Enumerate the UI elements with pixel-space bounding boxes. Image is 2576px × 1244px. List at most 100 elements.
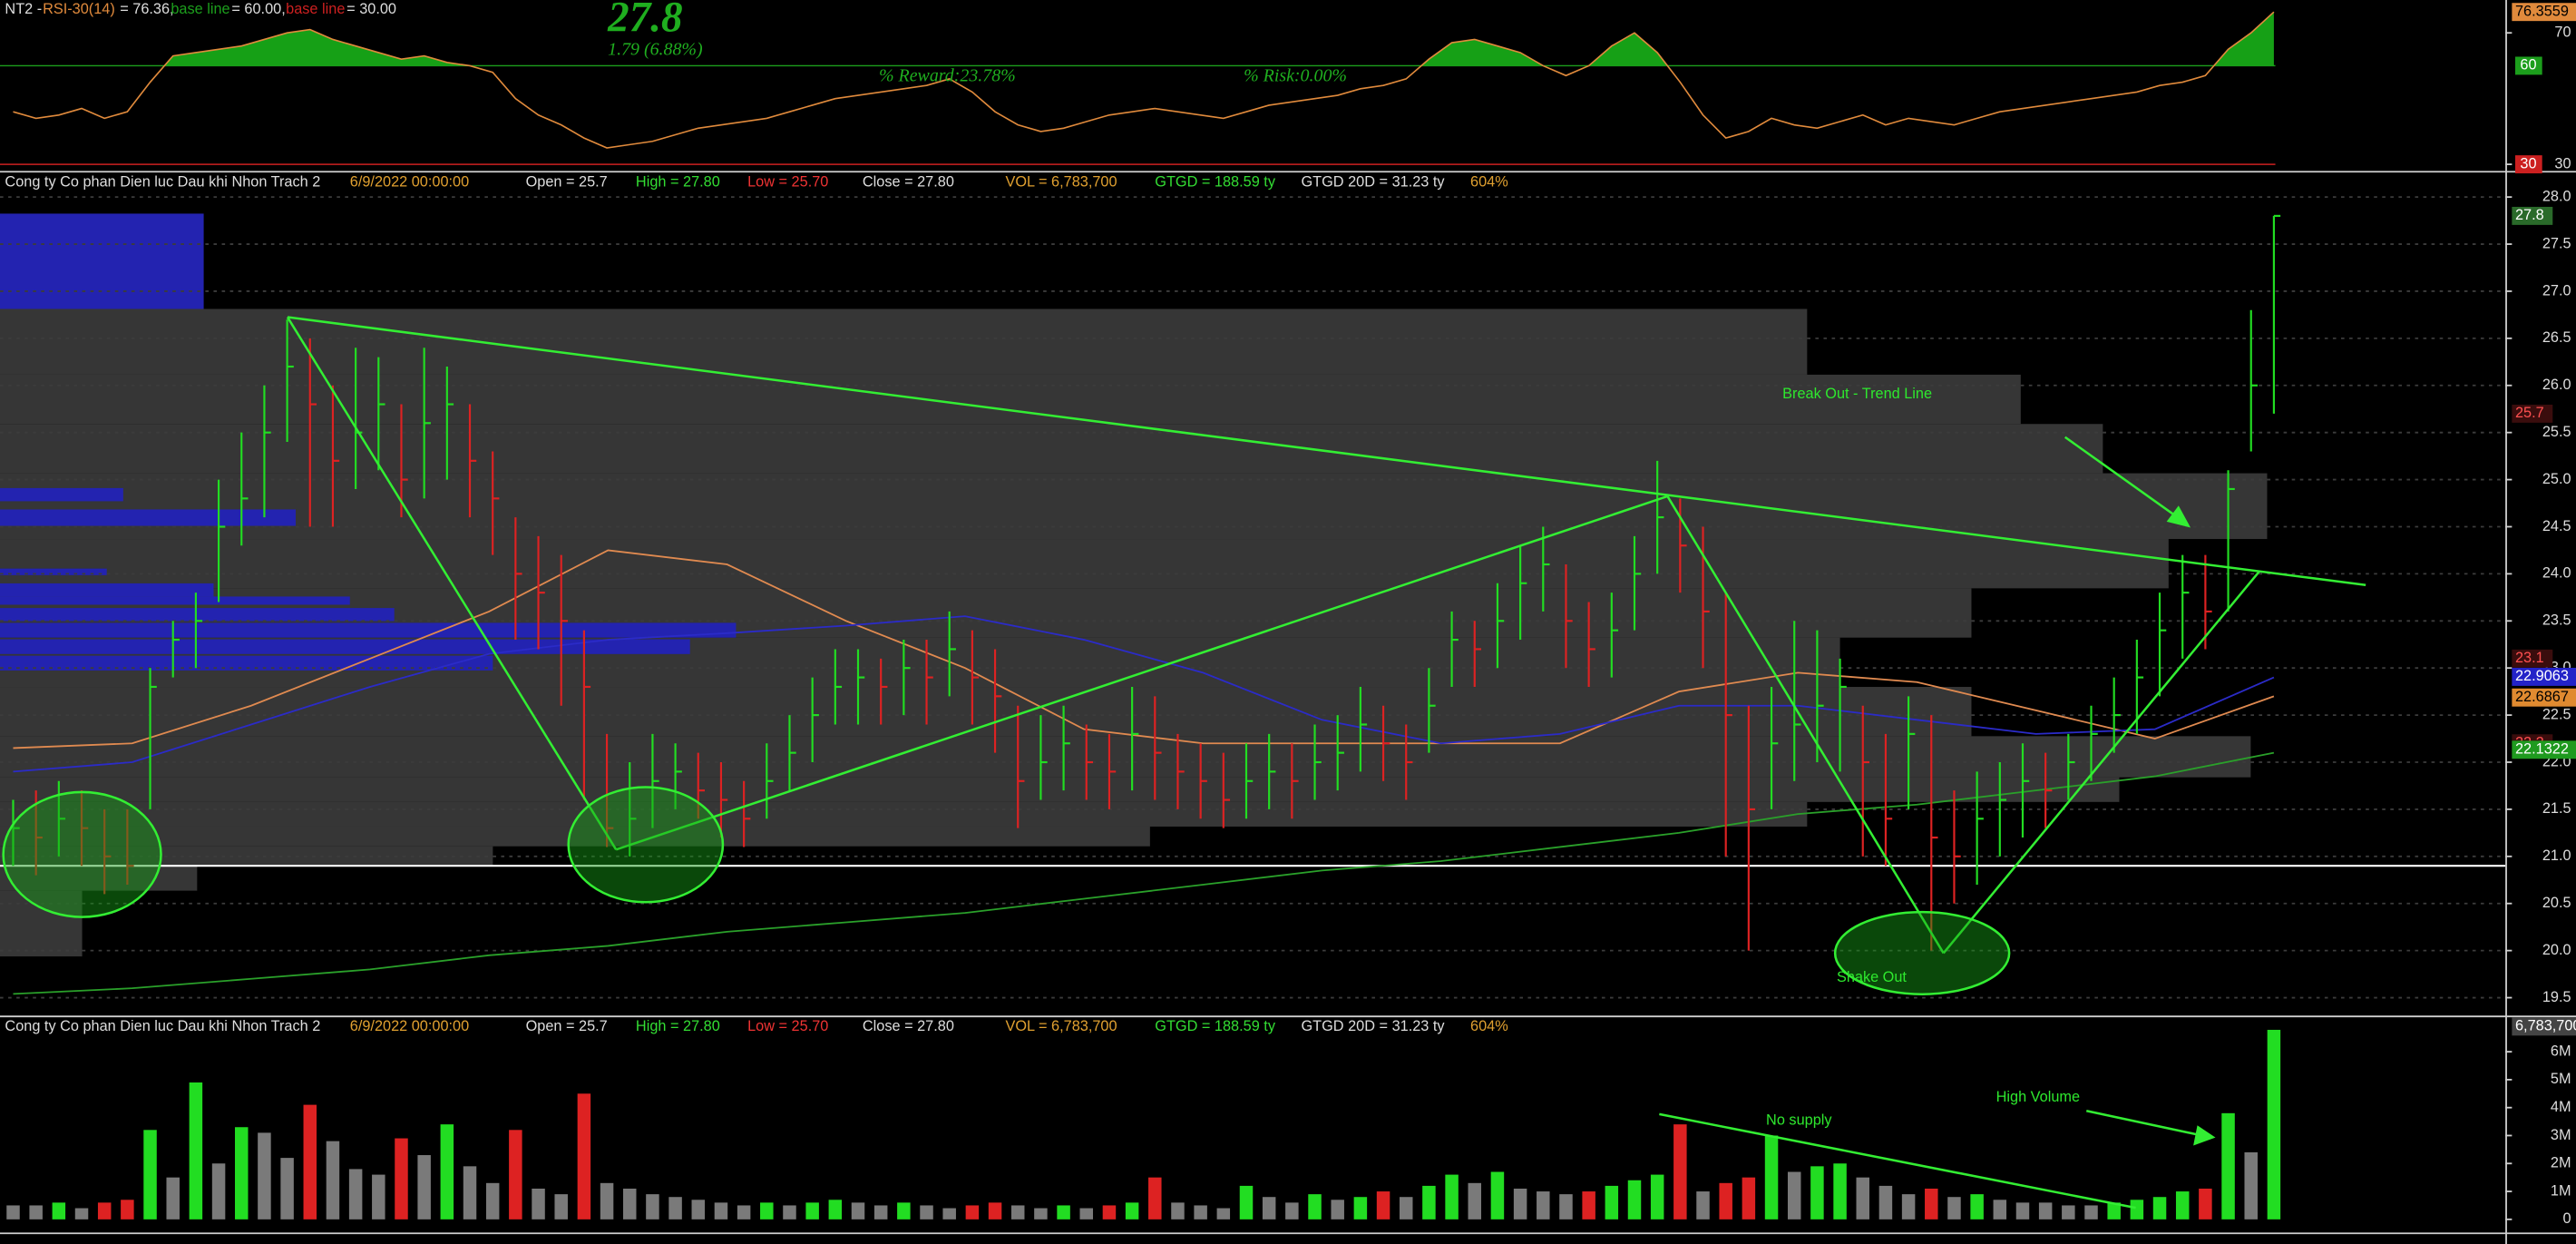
volume-bar <box>2038 1202 2053 1220</box>
y-tick-label: 26.0 <box>2542 377 2571 393</box>
base-line-badge <box>2514 155 2542 174</box>
annotation: 27.8 <box>607 0 682 41</box>
volume-bar <box>1125 1202 1139 1220</box>
info-item: 6/9/2022 00:00:00 <box>350 1018 469 1034</box>
volume-bar <box>600 1182 614 1220</box>
volume-bar <box>1627 1180 1642 1220</box>
info-item: Low = 25.70 <box>747 1018 828 1034</box>
volume-bar <box>1719 1182 1732 1220</box>
volume-bar <box>2130 1200 2144 1220</box>
annotation: 1.79 (6.88%) <box>608 40 703 60</box>
volume-bar <box>1696 1191 1710 1220</box>
info-item: High = 27.80 <box>636 173 720 190</box>
volume-bar <box>1353 1197 1368 1220</box>
info-item: Open = 25.7 <box>526 173 608 190</box>
volume-bar <box>395 1138 408 1220</box>
y-tick-label: 4M <box>2551 1099 2571 1115</box>
volume-bar <box>1582 1191 1595 1220</box>
volume-bar <box>1422 1185 1436 1220</box>
value-badge-label: 22.6867 <box>2515 689 2569 705</box>
y-tick-label: 19.5 <box>2542 989 2571 1005</box>
volume-bar <box>554 1194 568 1220</box>
volume-bar <box>714 1202 728 1220</box>
volume-bar <box>1057 1205 1070 1220</box>
volume-bar <box>258 1132 271 1220</box>
volume-bar <box>942 1208 956 1220</box>
volume-bar <box>1947 1197 1961 1220</box>
volume-bar <box>2107 1202 2121 1220</box>
volume-bar <box>463 1166 477 1220</box>
volume-bar <box>1559 1194 1573 1220</box>
volume-bar <box>440 1124 454 1220</box>
volume-bar <box>851 1202 865 1220</box>
volume-bar <box>2244 1151 2258 1220</box>
volume-bar <box>1878 1185 1893 1220</box>
info-item: Cong ty Co phan Dien luc Dau khi Nhon Tr… <box>5 1018 320 1034</box>
volume-bar <box>6 1205 20 1220</box>
volume-bar <box>166 1177 180 1220</box>
volume-bar <box>1239 1185 1254 1220</box>
value-badge-label: 6,783,700 <box>2515 1018 2576 1034</box>
value-badge-label: 76.3559 <box>2515 4 2569 20</box>
volume-bar <box>2221 1112 2235 1220</box>
trend-lines <box>286 316 2366 1210</box>
value-badge-label: 23.1 <box>2515 650 2544 666</box>
y-tick-label: 25.5 <box>2542 424 2571 440</box>
annotation: No supply <box>1766 1112 1832 1128</box>
volume-bar <box>622 1188 637 1220</box>
annotation: Shake Out <box>1837 969 1907 985</box>
base-line-badge-label: 60 <box>2520 57 2536 73</box>
y-tick-label: 20.5 <box>2542 895 2571 911</box>
volume-bar <box>417 1155 431 1220</box>
plot-layer <box>0 11 2506 1220</box>
volume-bar <box>52 1202 66 1220</box>
volume-bar <box>897 1202 911 1220</box>
base-line-badge <box>2514 56 2542 75</box>
info-item: Open = 25.7 <box>526 1018 608 1034</box>
volume-bar <box>280 1158 294 1220</box>
info-item: Close = 27.80 <box>863 1018 954 1034</box>
volume-bar <box>1993 1200 2007 1220</box>
volume-bar <box>189 1082 203 1220</box>
annotation: High Volume <box>1996 1089 2080 1105</box>
volume-bar <box>1970 1194 1984 1220</box>
rsi-value: = 76.36, <box>120 1 173 17</box>
base-line-value: = 30.00 <box>346 1 396 17</box>
value-badge-label: 22.1322 <box>2515 741 2569 758</box>
info-item: GTGD = 188.59 ty <box>1155 173 1276 190</box>
value-badge <box>2512 740 2576 759</box>
value-badge <box>2512 206 2553 225</box>
volume-bar <box>1605 1185 1619 1220</box>
volume-bar <box>1034 1208 1048 1220</box>
volume-bar <box>2267 1029 2281 1220</box>
volume-bar <box>509 1130 522 1220</box>
y-tick-label: 27.0 <box>2542 282 2571 299</box>
volume-bar <box>760 1202 774 1220</box>
volume-bar <box>485 1182 500 1220</box>
circles <box>2 786 2011 995</box>
y-tick-label: 24.0 <box>2542 565 2571 582</box>
volume-bar <box>1285 1202 1299 1220</box>
volume-bar <box>1399 1197 1413 1220</box>
moving-average <box>13 751 2275 995</box>
info-item: GTGD = 188.59 ty <box>1155 1018 1276 1034</box>
volume-bar <box>1787 1171 1801 1220</box>
volume-bar <box>988 1202 1002 1220</box>
volume-bar <box>348 1169 363 1220</box>
volume-bar <box>737 1205 751 1220</box>
volume-bar <box>532 1188 545 1220</box>
value-badge <box>2512 688 2576 707</box>
y-tick-label: 24.5 <box>2542 518 2571 534</box>
volume-bar <box>1513 1188 1527 1220</box>
volume-bar <box>1194 1205 1207 1220</box>
series-name: RSI-30(14) <box>43 1 115 17</box>
volume-bar <box>1490 1171 1505 1220</box>
rsi-title: NT2 - <box>5 1 42 17</box>
volume-bar <box>2062 1205 2075 1220</box>
value-badge <box>2512 3 2576 22</box>
info-item: VOL = 6,783,700 <box>1005 1018 1117 1034</box>
info-item: VOL = 6,783,700 <box>1005 173 1117 190</box>
volume-bar <box>372 1174 385 1220</box>
